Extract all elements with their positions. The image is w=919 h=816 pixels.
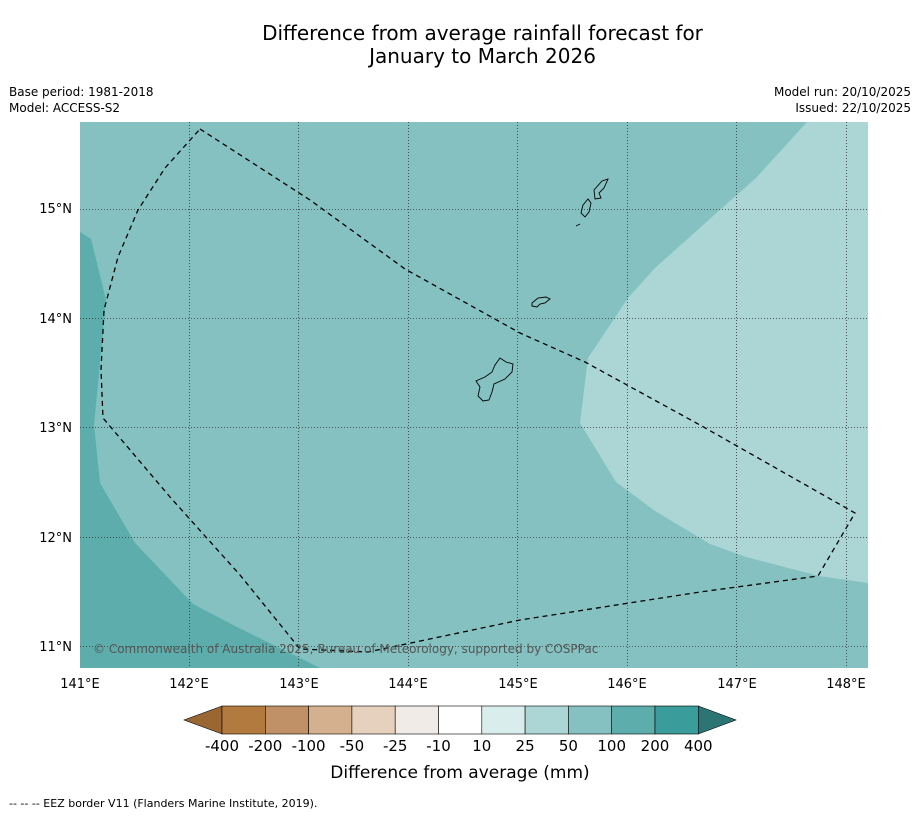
- island-aguijan: [575, 223, 581, 227]
- lon-tick-labels: 141°E 142°E 143°E 144°E 145°E 146°E 147°…: [60, 677, 866, 692]
- colorbar-segment: [524, 705, 569, 735]
- meta-right: Model run: 20/10/2025 Issued: 22/10/2025: [774, 84, 911, 116]
- lon-tick: 147°E: [717, 677, 757, 692]
- island-saipan: [593, 178, 609, 200]
- colorbar-segment: [308, 705, 353, 735]
- colorbar-segment: [394, 705, 439, 735]
- lat-tick: 11°N: [39, 640, 72, 655]
- colorbar-label: -200: [248, 737, 282, 755]
- colorbar-label: 400: [684, 737, 713, 755]
- base-period: Base period: 1981-2018: [9, 85, 154, 99]
- lat-tick: 15°N: [39, 202, 72, 217]
- colorbar-label: 100: [597, 737, 626, 755]
- colorbar-extend-high: [697, 705, 737, 735]
- graticule: [80, 122, 868, 668]
- lon-tick: 143°E: [279, 677, 319, 692]
- meta-left: Base period: 1981-2018 Model: ACCESS-S2: [9, 84, 154, 116]
- issued-date: Issued: 22/10/2025: [795, 101, 911, 115]
- map-band-100-200: [80, 232, 320, 668]
- colorbar-segment: [438, 705, 483, 735]
- island-rota: [531, 296, 551, 308]
- colorbar-segment: [654, 705, 699, 735]
- footer-note: -- -- -- EEZ border V11 (Flanders Marine…: [9, 797, 318, 810]
- colorbar-segment: [481, 705, 526, 735]
- chart-title: Difference from average rainfall forecas…: [0, 22, 919, 68]
- colorbar-label: -400: [205, 737, 239, 755]
- colorbar-label: -100: [292, 737, 326, 755]
- lat-tick: 13°N: [39, 421, 72, 436]
- island-tinian: [580, 198, 592, 218]
- colorbar-extend-low: [183, 705, 223, 735]
- colorbar-label: 10: [472, 737, 491, 755]
- lon-tick: 145°E: [498, 677, 538, 692]
- title-line-2: January to March 2026: [369, 44, 596, 68]
- colorbar-label: 25: [516, 737, 535, 755]
- title-line-1: Difference from average rainfall forecas…: [262, 21, 703, 45]
- lon-tick: 142°E: [169, 677, 209, 692]
- map-band-25-50: [580, 122, 868, 583]
- colorbar: -400 -200 -100 -50 -25 -10 10 25 50 100 200 400: [183, 705, 737, 755]
- island-guam: [475, 357, 514, 402]
- copyright-text: © Commonwealth of Australia 2025, Bureau…: [93, 642, 598, 656]
- colorbar-label: -50: [340, 737, 365, 755]
- colorbar-label: -10: [426, 737, 451, 755]
- model-name: Model: ACCESS-S2: [9, 101, 121, 115]
- model-run: Model run: 20/10/2025: [773, 85, 911, 99]
- lon-tick: 141°E: [60, 677, 100, 692]
- colorbar-label: -25: [383, 737, 408, 755]
- islands: [475, 178, 609, 402]
- map-area: [80, 122, 868, 668]
- colorbar-label: 200: [641, 737, 670, 755]
- lon-tick: 148°E: [826, 677, 866, 692]
- colorbar-title: Difference from average (mm): [330, 763, 589, 783]
- colorbar-segment: [611, 705, 656, 735]
- lat-tick: 14°N: [39, 312, 72, 327]
- lon-tick: 146°E: [607, 677, 647, 692]
- lon-tick: 144°E: [388, 677, 428, 692]
- colorbar-segment: [351, 705, 396, 735]
- colorbar-label: 50: [559, 737, 578, 755]
- colorbar-segment: [221, 705, 266, 735]
- lat-tick: 12°N: [39, 531, 72, 546]
- colorbar-segment: [264, 705, 309, 735]
- eez-border: [100, 128, 856, 653]
- lat-tick-labels: 15°N 14°N 13°N 12°N 11°N: [39, 202, 72, 655]
- colorbar-segment: [568, 705, 613, 735]
